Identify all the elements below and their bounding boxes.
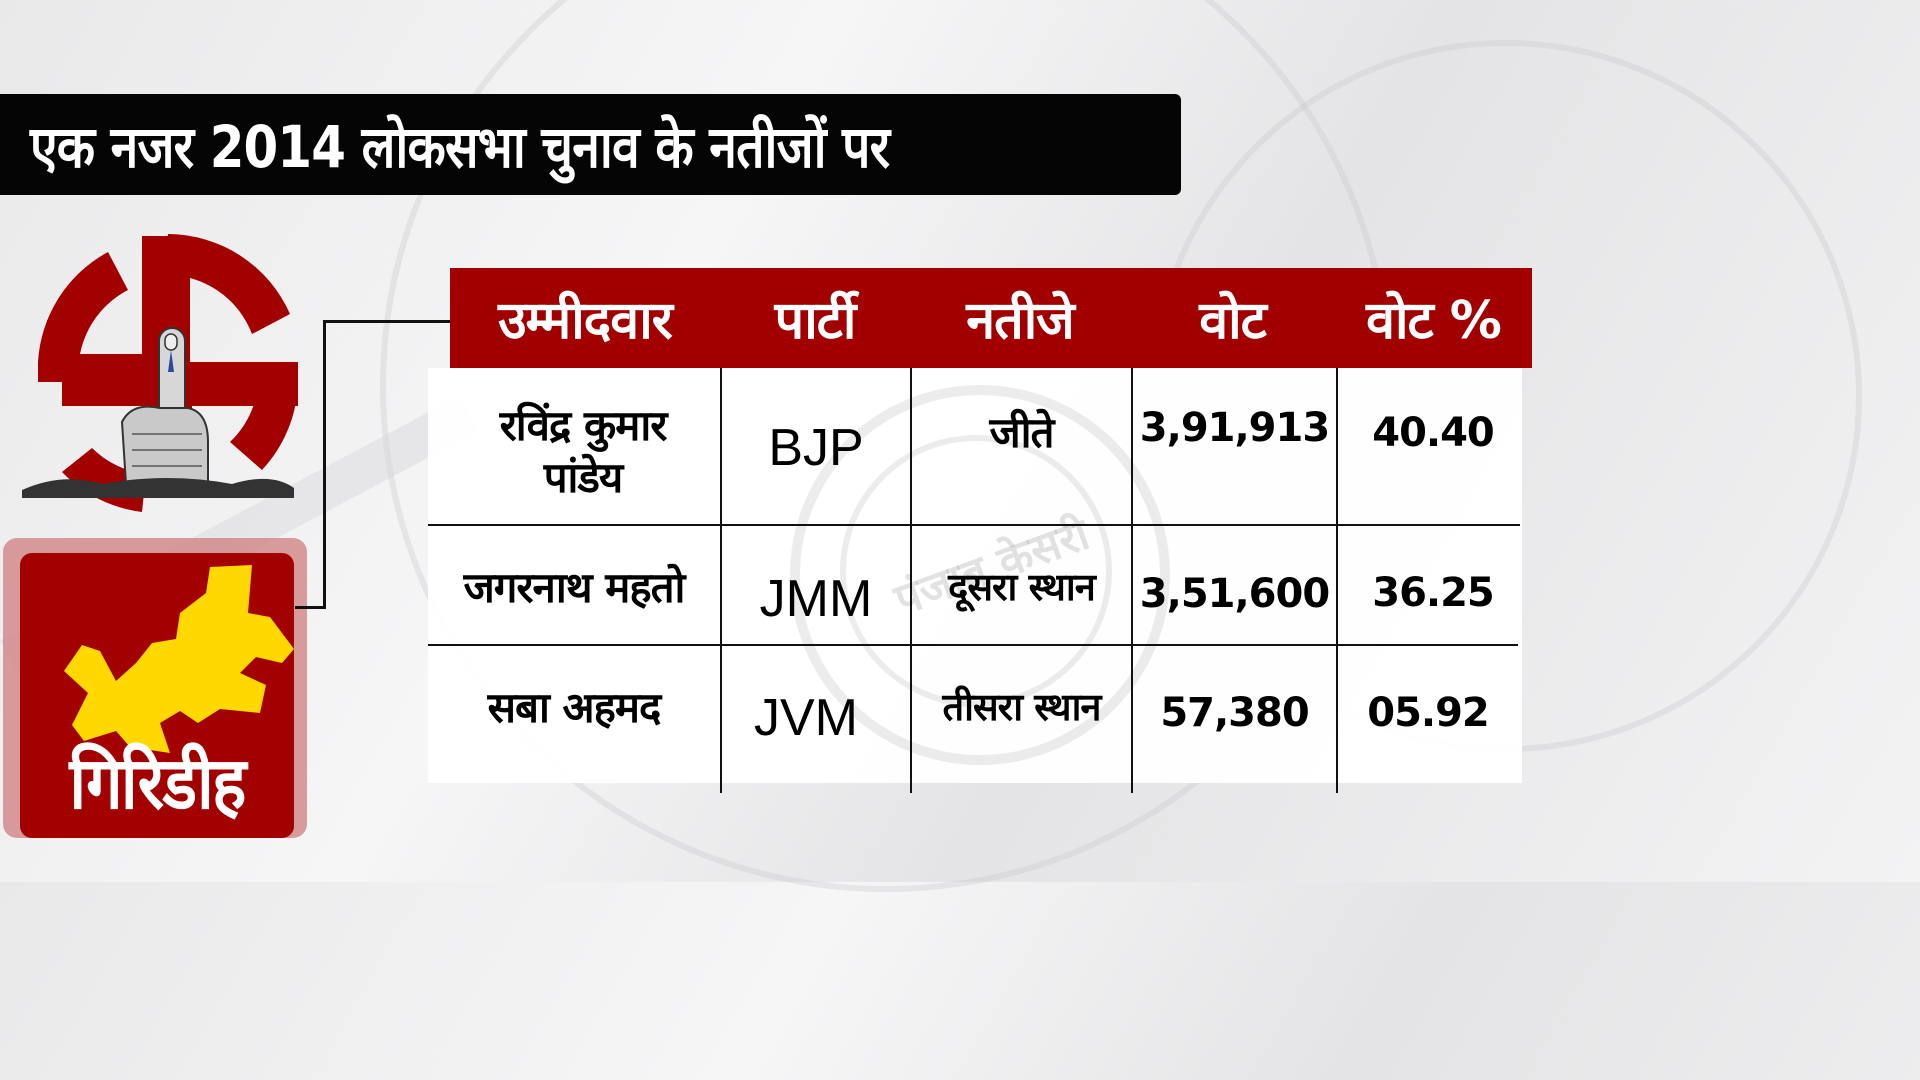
page-title: एक नजर 2014 लोकसभा चुनाव के नतीजों पर — [30, 113, 890, 181]
column-divider — [1336, 368, 1338, 793]
connector-line — [323, 320, 453, 323]
region-card: गिरिडीह — [20, 553, 294, 838]
cell-votes: 3,91,913 — [1139, 405, 1330, 451]
cell-party: JVM — [754, 689, 858, 747]
region-name: गिरिडीह — [69, 741, 246, 825]
cell-result: तीसरा स्थान — [942, 685, 1101, 730]
column-divider — [720, 368, 722, 793]
header-vote-pct: वोट % — [1366, 290, 1502, 351]
row-divider — [428, 644, 1518, 646]
cell-result: जीते — [989, 407, 1055, 457]
cell-party: JMM — [759, 570, 873, 628]
cell-candidate: सबा अहमद — [487, 682, 662, 732]
election-emblem-icon — [22, 222, 314, 512]
column-divider — [1131, 368, 1133, 793]
column-divider — [910, 368, 912, 793]
header-votes: वोट — [1199, 290, 1267, 351]
cell-votes: 57,380 — [1160, 690, 1309, 736]
cell-vote-pct: 36.25 — [1372, 570, 1495, 616]
cell-party: BJP — [768, 419, 864, 477]
title-bar: एक नजर 2014 लोकसभा चुनाव के नतीजों पर — [0, 94, 1181, 195]
header-party: पार्टी — [774, 290, 857, 351]
cell-result: दूसरा स्थान — [948, 565, 1096, 610]
row-divider — [428, 524, 1520, 526]
cell-candidate: रविंद्र कुमार पांडेय — [499, 400, 668, 503]
table-header: उम्मीदवार पार्टी नतीजे वोट वोट % — [450, 268, 1532, 368]
header-result: नतीजे — [966, 290, 1075, 351]
watermark-seal: पंजाब केसरी — [790, 385, 1170, 765]
cell-vote-pct: 05.92 — [1367, 690, 1490, 736]
watermark-inner-ring — [840, 435, 1112, 707]
header-candidate: उम्मीदवार — [498, 290, 673, 351]
connector-line — [323, 320, 326, 609]
cell-votes: 3,51,600 — [1139, 571, 1330, 617]
cell-vote-pct: 40.40 — [1372, 410, 1495, 456]
cell-candidate: जगरनाथ महतो — [463, 562, 686, 612]
connector-line — [295, 606, 325, 609]
giridih-map-icon — [64, 565, 294, 753]
